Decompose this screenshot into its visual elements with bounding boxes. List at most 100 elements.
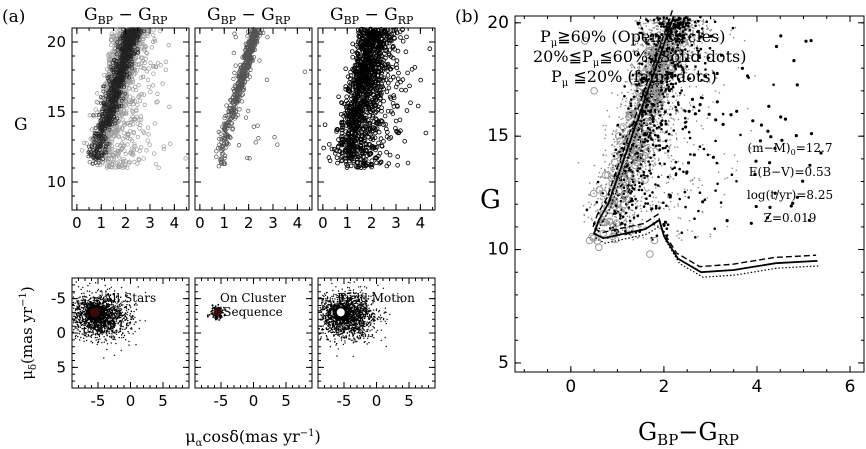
data-point	[137, 98, 143, 103]
data-point	[72, 307, 75, 309]
data-point	[343, 66, 349, 72]
data-point	[132, 159, 137, 165]
data-point	[302, 69, 308, 74]
cmd-ylabel: G	[14, 115, 28, 135]
data-point	[80, 336, 82, 339]
data-point	[123, 334, 126, 337]
data-point	[397, 117, 403, 123]
data-point	[139, 319, 141, 322]
data-point	[232, 31, 237, 36]
data-point	[137, 157, 142, 163]
data-point	[141, 156, 146, 161]
data-point	[390, 74, 396, 80]
data-point	[335, 160, 340, 166]
data-point	[99, 294, 101, 296]
data-point	[405, 70, 410, 76]
data-point	[378, 136, 384, 141]
data-point	[146, 66, 151, 71]
data-point	[108, 330, 110, 333]
xlabel-top-field: GBP − GRP	[330, 5, 414, 27]
data-point	[121, 337, 123, 339]
data-point	[158, 63, 163, 68]
data-point	[105, 332, 108, 335]
data-point	[105, 340, 108, 342]
data-point	[135, 134, 141, 140]
data-point	[394, 58, 400, 63]
data-point	[135, 121, 140, 126]
data-point	[115, 142, 120, 148]
data-point	[104, 329, 106, 331]
data-point	[151, 28, 156, 33]
data-point	[81, 140, 87, 146]
data-point	[141, 92, 147, 97]
x-tick-label: 0	[318, 214, 328, 232]
data-point	[264, 77, 270, 82]
data-point	[134, 107, 139, 112]
data-point	[152, 121, 157, 126]
data-point	[114, 27, 119, 32]
data-point	[163, 59, 169, 64]
data-point	[151, 32, 156, 38]
data-point	[137, 117, 142, 122]
data-point	[245, 155, 250, 161]
data-point	[334, 155, 340, 161]
data-point	[124, 315, 127, 318]
data-point	[79, 148, 85, 153]
data-point	[83, 324, 85, 327]
data-point	[87, 113, 92, 118]
data-point	[138, 145, 144, 150]
data-point	[86, 336, 88, 338]
data-point	[151, 71, 156, 76]
data-point	[110, 136, 115, 142]
data-point	[137, 126, 142, 131]
data-point	[145, 125, 151, 130]
x-tick-label: 2	[244, 214, 254, 232]
data-point	[121, 130, 126, 136]
data-point	[140, 55, 145, 60]
data-point	[237, 107, 242, 112]
data-point	[243, 115, 249, 120]
data-point	[385, 80, 391, 86]
data-point	[405, 160, 411, 166]
data-point	[157, 28, 163, 34]
data-point	[84, 141, 89, 146]
data-point	[148, 60, 153, 65]
data-point	[412, 65, 418, 70]
data-point	[384, 150, 389, 155]
data-point	[344, 94, 350, 100]
data-point	[122, 122, 127, 128]
data-point	[128, 105, 133, 110]
data-point	[74, 302, 76, 304]
x-tick-label: 4	[416, 214, 426, 232]
data-point	[387, 152, 393, 158]
panel-label-a: (a)	[2, 7, 25, 27]
data-point	[427, 46, 433, 51]
data-point	[138, 75, 144, 80]
data-point	[109, 42, 114, 48]
x-tick-label: 3	[391, 214, 401, 232]
x-tick-label: 4	[170, 214, 180, 232]
data-point	[145, 138, 150, 143]
x-tick-label: 1	[96, 214, 106, 232]
data-point	[72, 303, 74, 306]
data-point	[232, 70, 237, 76]
x-tick-label: 1	[342, 214, 352, 232]
data-point	[217, 136, 222, 142]
data-point	[96, 336, 98, 339]
data-point	[130, 114, 135, 119]
panel-label-b: (b)	[455, 7, 479, 27]
x-tick-label: 2	[367, 214, 377, 232]
data-point	[136, 94, 141, 99]
data-point	[117, 331, 120, 333]
data-point	[404, 34, 409, 40]
data-point	[214, 154, 219, 159]
data-point	[134, 114, 139, 120]
data-point	[418, 77, 424, 83]
data-point	[153, 161, 159, 167]
data-point	[128, 344, 130, 346]
data-point	[142, 102, 147, 107]
data-point	[145, 77, 151, 82]
data-point	[146, 84, 152, 90]
